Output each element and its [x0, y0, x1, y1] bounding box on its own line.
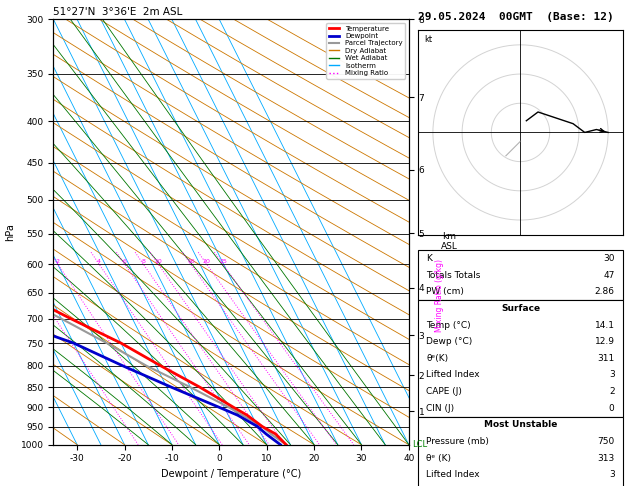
Text: 20: 20 — [203, 259, 211, 264]
Text: 51°27'N  3°36'E  2m ASL: 51°27'N 3°36'E 2m ASL — [53, 7, 183, 17]
Text: 16: 16 — [187, 259, 195, 264]
Text: 10: 10 — [155, 259, 162, 264]
Text: 12.9: 12.9 — [594, 337, 615, 346]
Text: 2: 2 — [56, 259, 60, 264]
Text: 30: 30 — [603, 254, 615, 263]
Text: Most Unstable: Most Unstable — [484, 420, 557, 429]
Text: 8: 8 — [142, 259, 145, 264]
Text: 2: 2 — [609, 387, 615, 396]
Text: CIN (J): CIN (J) — [426, 404, 455, 413]
Text: Pressure (mb): Pressure (mb) — [426, 437, 489, 446]
Text: CAPE (J): CAPE (J) — [426, 387, 462, 396]
Text: Dewp (°C): Dewp (°C) — [426, 337, 473, 346]
Text: 311: 311 — [598, 354, 615, 363]
Legend: Temperature, Dewpoint, Parcel Trajectory, Dry Adiabat, Wet Adiabat, Isotherm, Mi: Temperature, Dewpoint, Parcel Trajectory… — [326, 23, 405, 79]
Text: PW (cm): PW (cm) — [426, 287, 464, 296]
Text: 4: 4 — [97, 259, 101, 264]
Text: Totals Totals: Totals Totals — [426, 271, 481, 280]
Text: K: K — [426, 254, 432, 263]
Text: 313: 313 — [598, 453, 615, 463]
Y-axis label: hPa: hPa — [5, 223, 15, 241]
Bar — [418, 250, 623, 300]
Bar — [418, 417, 623, 486]
Text: kt: kt — [424, 35, 432, 44]
Text: Mixing Ratio (g/kg): Mixing Ratio (g/kg) — [435, 260, 443, 332]
Y-axis label: km
ASL: km ASL — [441, 232, 458, 251]
X-axis label: Dewpoint / Temperature (°C): Dewpoint / Temperature (°C) — [161, 469, 301, 479]
Text: 750: 750 — [598, 437, 615, 446]
Text: 29.05.2024  00GMT  (Base: 12): 29.05.2024 00GMT (Base: 12) — [418, 12, 614, 22]
Bar — [418, 300, 623, 417]
Text: Lifted Index: Lifted Index — [426, 370, 480, 380]
Text: LCL: LCL — [412, 440, 427, 449]
Text: 3: 3 — [609, 470, 615, 479]
Text: 25: 25 — [219, 259, 227, 264]
Text: θᵉ (K): θᵉ (K) — [426, 453, 452, 463]
Text: 3: 3 — [609, 370, 615, 380]
Text: 2.86: 2.86 — [594, 287, 615, 296]
Text: 14.1: 14.1 — [594, 321, 615, 330]
Text: 47: 47 — [603, 271, 615, 280]
Text: Surface: Surface — [501, 304, 540, 313]
Text: Temp (°C): Temp (°C) — [426, 321, 471, 330]
Text: Lifted Index: Lifted Index — [426, 470, 480, 479]
Text: θᵉ(K): θᵉ(K) — [426, 354, 448, 363]
Text: 0: 0 — [609, 404, 615, 413]
Text: 6: 6 — [123, 259, 126, 264]
